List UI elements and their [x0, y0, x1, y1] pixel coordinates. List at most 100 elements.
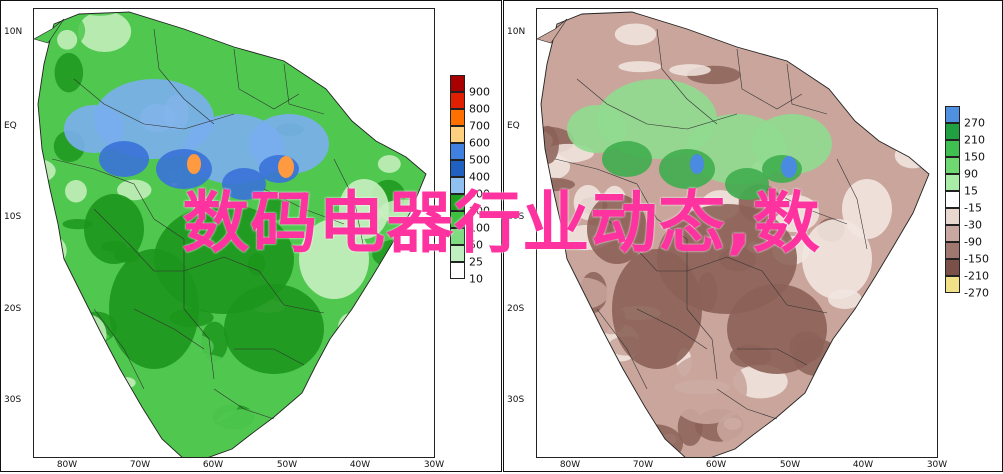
field-patch — [354, 327, 392, 367]
field-patch — [54, 52, 84, 93]
field-patch — [397, 363, 426, 377]
legend-tick-label: 25 — [469, 255, 483, 269]
field-patch — [420, 289, 426, 322]
country-border — [766, 188, 848, 225]
legend-tick-label: 90 — [964, 167, 978, 181]
legend-tick-label: 10 — [469, 272, 483, 286]
lat-label: 10S — [507, 212, 525, 222]
legend-tick-label: 800 — [469, 102, 490, 116]
lat-label: 20S — [4, 304, 22, 314]
lon-label: 60W — [705, 460, 727, 470]
field-region — [802, 219, 872, 299]
country-border — [636, 308, 708, 350]
map-svg — [34, 11, 427, 457]
country-border — [93, 208, 225, 272]
country-border — [737, 348, 808, 366]
lon-label: 50W — [276, 460, 298, 470]
field-patch — [377, 65, 390, 103]
legend-swatch — [450, 194, 465, 211]
lat-label: EQ — [4, 121, 17, 131]
legend-swatch — [945, 157, 960, 174]
legend-tick-label: -15 — [964, 201, 982, 215]
field-patch — [618, 61, 662, 73]
country-border — [233, 48, 300, 110]
overlay-watermark-text: 数码电器行业动态,数 — [182, 184, 821, 262]
lon-label: 80W — [56, 460, 78, 470]
legend-tick-label: -90 — [964, 235, 982, 249]
legend-tick-label: -210 — [964, 269, 989, 283]
legend-tick-label: 150 — [964, 150, 985, 164]
field-patch — [225, 16, 255, 33]
legend-swatch — [450, 92, 465, 109]
lat-label: 10S — [4, 212, 22, 222]
country-border — [213, 388, 275, 420]
field-patch — [769, 194, 820, 233]
legend-tick-label: 600 — [469, 136, 490, 150]
map-svg — [537, 11, 930, 457]
country-border — [576, 78, 738, 130]
legend-tick-label: -150 — [964, 252, 989, 266]
field-region — [99, 141, 149, 177]
field-patch — [545, 440, 585, 457]
field-patch — [745, 12, 765, 28]
field-patch — [65, 179, 87, 203]
field-patch — [876, 437, 895, 457]
legend-tick-label: 700 — [469, 119, 490, 133]
legend-tick-label: 500 — [469, 153, 490, 167]
field-patch — [833, 51, 881, 79]
field-region — [64, 105, 124, 153]
legend-swatch — [450, 143, 465, 160]
country-border — [93, 308, 145, 390]
field-patch — [700, 12, 753, 26]
field-region — [659, 149, 715, 189]
lon-label: 30W — [423, 460, 445, 470]
lat-label: 10N — [507, 27, 526, 37]
country-border — [263, 188, 345, 225]
field-peak — [690, 154, 704, 174]
legend-tick-label: 210 — [964, 133, 985, 147]
map-panel-left: 10N EQ 10S 20S 30S 80W 70W 60W 50W 40W 3… — [0, 0, 502, 472]
field-peak — [187, 154, 201, 174]
field-patch — [319, 51, 344, 86]
lon-label: 70W — [632, 460, 654, 470]
field-patch — [893, 441, 921, 457]
field-patch — [219, 19, 244, 46]
legend-swatch — [945, 225, 960, 242]
field-peak — [278, 156, 294, 178]
legend-swatch — [450, 211, 465, 228]
legend-swatch — [450, 177, 465, 194]
field-patch — [68, 314, 107, 356]
field-region — [214, 409, 274, 449]
country-border — [554, 158, 688, 240]
field-region — [299, 219, 369, 299]
legend-swatch — [450, 126, 465, 143]
field-region — [612, 249, 702, 369]
country-border — [596, 308, 648, 390]
field-patch — [42, 328, 75, 357]
legend-tick-label: 50 — [469, 238, 483, 252]
legend-swatch — [945, 259, 960, 276]
map-frame — [33, 8, 435, 458]
legend-swatch — [945, 191, 960, 208]
legend-tick-label: 300 — [469, 187, 490, 201]
field-patch — [77, 12, 132, 53]
legend-tick-label: 15 — [964, 184, 978, 198]
field-patch — [568, 384, 586, 405]
field-patch — [908, 112, 929, 146]
field-region — [667, 354, 747, 424]
legend-tick-label: 900 — [469, 85, 490, 99]
field-patch — [541, 15, 551, 32]
country-border — [183, 239, 215, 380]
field-patch — [182, 29, 238, 57]
country-border — [223, 256, 325, 314]
legend-tick-label: 100 — [469, 221, 490, 235]
field-patch — [614, 23, 657, 46]
field-patch — [396, 409, 426, 444]
legend-swatch — [450, 75, 465, 92]
field-region — [602, 141, 652, 177]
field-patch — [791, 40, 808, 51]
lon-label: 40W — [852, 460, 874, 470]
lat-label: 30S — [4, 395, 22, 405]
country-border — [716, 388, 778, 420]
legend-swatch — [450, 245, 465, 262]
